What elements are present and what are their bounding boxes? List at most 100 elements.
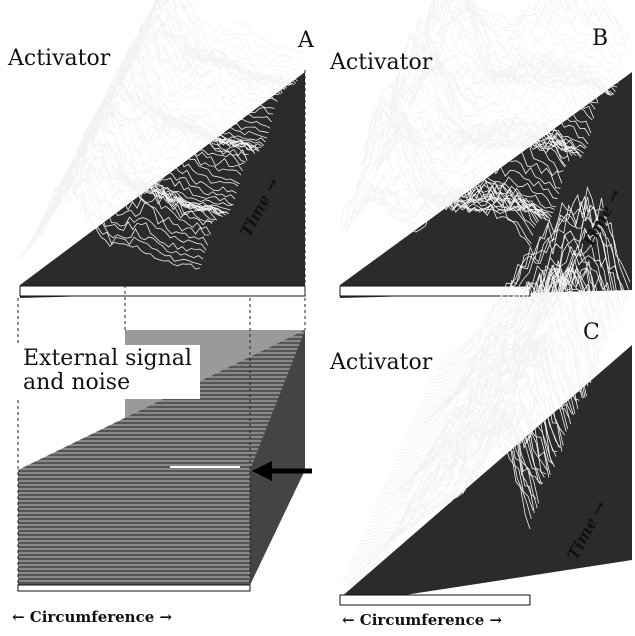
guide-lines (17, 70, 306, 585)
waterfall-trace (383, 111, 574, 151)
waterfall-trace (364, 381, 555, 532)
waterfall-trace (384, 87, 576, 149)
waterfall-trace (429, 0, 621, 77)
waterfall-trace (419, 1, 611, 95)
waterfall-trace (426, 0, 618, 88)
waterfall-trace (397, 305, 589, 455)
waterfall-trace (118, 0, 299, 75)
waterfall-trace (365, 88, 557, 208)
waterfall-trace (404, 61, 596, 110)
waterfall-trace (429, 233, 621, 381)
waterfall-trace (373, 121, 564, 173)
waterfall-trace (342, 185, 534, 236)
waterfall-trace (366, 383, 557, 528)
waterfall-trace (425, 0, 616, 93)
waterfall-trace (422, 0, 613, 96)
waterfall-trace (92, 46, 274, 119)
waterfall-trace (363, 393, 554, 535)
waterfall-trace (438, 0, 629, 41)
waterfall-trace (361, 401, 553, 538)
waterfall-trace (439, 186, 631, 357)
panel-b-title: Activator (330, 50, 433, 75)
circumference-label-right: ← Circumference → (342, 611, 503, 629)
waterfall-trace (351, 173, 542, 220)
waterfall-trace (422, 259, 613, 398)
waterfall-trace (22, 175, 204, 260)
waterfall-trace (399, 302, 590, 451)
waterfall-trace (403, 51, 595, 119)
waterfall-trace (432, 227, 624, 374)
waterfall-trace (354, 413, 545, 555)
waterfall-trace (431, 217, 622, 378)
waterfall-trace (85, 54, 266, 143)
circumference-label-left: ← Circumference → (12, 608, 173, 626)
waterfall-trace (21, 178, 202, 266)
waterfall-trace (426, 249, 618, 388)
waterfall-trace (54, 120, 236, 200)
waterfall-trace (407, 264, 599, 431)
waterfall-trace (124, 0, 306, 57)
waterfall-trace (367, 369, 558, 524)
waterfall-trace (370, 362, 561, 517)
waterfall-trace (106, 19, 287, 96)
external-signal-line1: External signal (23, 346, 192, 371)
waterfall-trace (415, 39, 606, 90)
waterfall-trace (341, 427, 532, 584)
waterfall-trace (111, 7, 292, 85)
panel-b-letter: B (592, 26, 609, 51)
panel-b-surface (339, 0, 632, 298)
waterfall-trace (423, 0, 615, 95)
waterfall-trace (390, 37, 582, 159)
waterfall-trace (396, 308, 587, 458)
waterfall-trace (371, 116, 563, 184)
panel-c-title: Activator (330, 350, 433, 375)
waterfall-trace (393, 330, 584, 465)
panel-a-surface (19, 0, 306, 298)
waterfall-trace (120, 0, 301, 71)
waterfall-trace (364, 83, 555, 210)
waterfall-trace (41, 144, 222, 219)
waterfall-trace (412, 55, 603, 102)
waterfall-trace (383, 336, 574, 488)
waterfall-trace (402, 52, 593, 121)
waterfall-trace (435, 196, 627, 367)
waterfall-trace (368, 359, 560, 521)
external-signal-line2: and noise (23, 370, 131, 396)
waterfall-trace (370, 105, 561, 189)
waterfall-trace (425, 244, 616, 391)
waterfall-trace (402, 280, 593, 444)
waterfall-trace (43, 138, 225, 216)
waterfall-trace (373, 341, 564, 511)
waterfall-trace (424, 248, 615, 395)
waterfall-trace (400, 40, 592, 134)
waterfall-trace (117, 0, 298, 82)
waterfall-trace (112, 9, 293, 86)
waterfall-trace (432, 0, 624, 66)
waterfall-trace (396, 17, 587, 148)
waterfall-trace (392, 333, 583, 469)
waterfall-trace (400, 289, 592, 448)
waterfall-trace (420, 0, 612, 96)
waterfall-trace (360, 402, 551, 542)
waterfall-trace (367, 107, 558, 200)
waterfall-trace (428, 0, 619, 84)
waterfall-trace (430, 0, 622, 69)
panel-a-title: Activator (8, 46, 111, 71)
waterfall-trace (65, 103, 246, 176)
waterfall-trace (439, 0, 631, 41)
waterfall-trace (434, 204, 625, 370)
external-signal-label: External signal and noise (15, 345, 200, 400)
panel-c-surface (339, 186, 632, 606)
waterfall-trace (421, 267, 612, 401)
waterfall-trace (71, 89, 252, 162)
waterfall-trace (114, 3, 295, 85)
waterfall-trace (347, 403, 538, 571)
waterfall-trace (389, 330, 580, 475)
waterfall-trace (433, 0, 625, 58)
waterfall-trace (352, 154, 544, 217)
waterfall-trace (123, 0, 304, 62)
waterfall-trace (346, 178, 538, 228)
panel-a-letter: A (298, 28, 314, 53)
panel-c-letter: C (583, 320, 600, 345)
